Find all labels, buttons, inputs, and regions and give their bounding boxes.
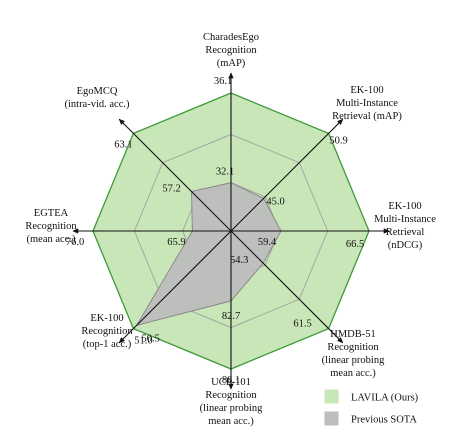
- value-label-sota-8: 57.2: [162, 184, 180, 195]
- axis-line-4: [230, 230, 344, 344]
- axis-title-3: EK-100 Multi-Instance Retrieval (nDCG): [374, 201, 436, 251]
- legend-label-ours: LAVILA (Ours): [351, 393, 419, 404]
- value-label-sota-1: 32.1: [216, 167, 234, 178]
- value-label-ours-5: 88.1: [222, 375, 240, 386]
- legend-swatch-ours: [324, 389, 339, 404]
- axis-line-8: [118, 118, 232, 232]
- value-label-ours-1: 36.1: [214, 76, 232, 87]
- value-label-sota-7: 65.9: [167, 237, 185, 248]
- value-label-sota-5: 82.7: [222, 311, 240, 322]
- value-label-sota-3: 59.4: [258, 237, 277, 248]
- axis-title-5: UCF-101 Recognition (linear probing mean ac…: [200, 377, 263, 427]
- value-label-ours-2: 50.9: [329, 135, 347, 146]
- value-label-ours-7: 76.0: [66, 237, 84, 248]
- legend-swatch-sota: [324, 411, 339, 426]
- value-label-sota-6: 50.5: [142, 333, 160, 344]
- axis-title-1: CharadesEgo Recognition (mAP): [203, 32, 259, 69]
- value-label-ours-8: 63.1: [114, 139, 132, 150]
- axis-title-7: EGTEA Recognition (mean acc.): [25, 208, 77, 245]
- value-label-sota-2: 45.0: [266, 196, 284, 207]
- axis-title-8: EgoMCQ (intra-vid. acc.): [64, 86, 130, 110]
- value-label-ours-3: 66.5: [346, 239, 364, 250]
- axis-line-2: [230, 118, 344, 232]
- value-label-sota-4: 54.3: [230, 255, 248, 266]
- value-label-ours-4: 61.5: [293, 319, 311, 330]
- legend: LAVILA (Ours) Previous SOTA: [324, 389, 419, 426]
- legend-label-sota: Previous SOTA: [351, 415, 417, 426]
- label-layer: 36.1 32.1 50.9 45.0 66.5 59.4 61.5 54.3 88.1 82.7…: [25, 32, 436, 427]
- axis-title-6: EK-100 Recognition (top-1 acc.): [81, 313, 133, 350]
- axis-layer: [72, 72, 390, 390]
- axis-line-6: [118, 230, 232, 344]
- axis-title-2: EK-100 Multi-Instance Retrieval (mAP): [332, 85, 402, 122]
- axis-title-4: HMDB-51 Recognition (linear probing mean ac…: [322, 329, 385, 379]
- value-label-ours-6: 51.0: [134, 336, 152, 347]
